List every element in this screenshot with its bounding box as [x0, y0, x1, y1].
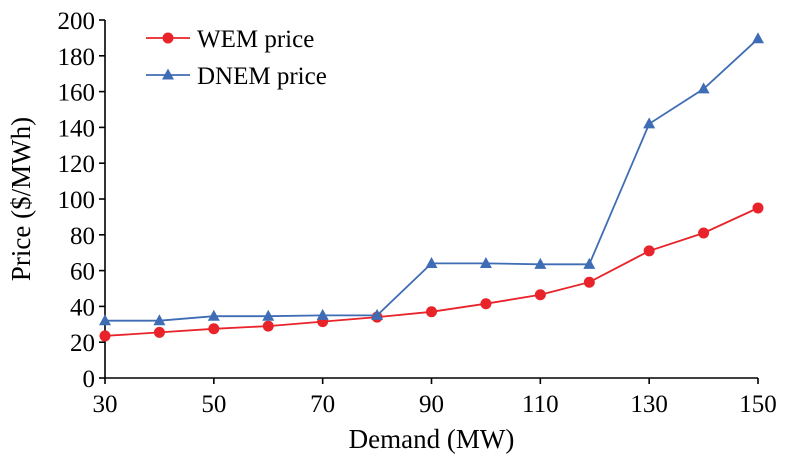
y-tick-label: 120	[58, 151, 96, 178]
x-tick-label: 150	[739, 391, 777, 418]
x-tick-label: 30	[93, 391, 118, 418]
y-tick-label: 20	[70, 330, 95, 357]
y-tick-label: 200	[58, 8, 96, 35]
y-axis-title: Price ($/MWh)	[6, 117, 36, 281]
data-point	[479, 256, 492, 268]
y-tick-label: 60	[70, 259, 95, 286]
data-point	[316, 308, 329, 320]
legend-label: WEM price	[197, 26, 314, 53]
data-point	[534, 289, 546, 301]
tick-group: 0 20 40 60 80 100 120 140 160 180 200 30 50 70 90 110 13…	[58, 8, 777, 418]
data-point	[99, 330, 111, 342]
legend: WEM price DNEM price	[146, 26, 327, 90]
data-point	[697, 82, 710, 94]
data-point	[208, 323, 220, 335]
x-tick-label: 110	[522, 391, 559, 418]
series-2	[99, 32, 764, 326]
data-point	[534, 257, 547, 269]
series-group	[99, 32, 764, 342]
x-tick-label: 70	[310, 391, 335, 418]
y-tick-label: 100	[58, 187, 96, 214]
data-point	[583, 257, 596, 269]
data-point	[752, 32, 764, 44]
data-point	[643, 117, 656, 129]
x-axis-title: Demand (MW)	[349, 424, 515, 454]
series-1	[99, 202, 764, 342]
data-point	[153, 314, 166, 326]
data-point	[698, 227, 710, 239]
legend-label: DNEM price	[197, 63, 327, 90]
x-tick-label: 50	[201, 391, 226, 418]
data-point	[99, 314, 111, 326]
data-point	[207, 309, 220, 321]
legend-marker	[162, 32, 174, 44]
y-tick-label: 140	[58, 115, 96, 142]
legend-item: WEM price	[146, 26, 314, 53]
data-point	[262, 320, 274, 332]
x-tick-label: 90	[419, 391, 444, 418]
x-tick-label: 130	[630, 391, 668, 418]
y-tick-label: 160	[58, 80, 96, 107]
data-point	[153, 326, 165, 338]
y-tick-label: 0	[83, 366, 96, 393]
data-point	[583, 276, 595, 288]
data-point	[752, 202, 764, 214]
y-tick-label: 80	[70, 223, 95, 250]
data-point	[262, 309, 275, 321]
data-point	[480, 298, 492, 310]
legend-item: DNEM price	[146, 63, 327, 90]
y-tick-label: 180	[58, 44, 96, 71]
data-point	[371, 308, 384, 320]
y-tick-label: 40	[70, 294, 95, 321]
data-point	[643, 245, 655, 257]
data-point	[425, 256, 438, 268]
legend-marker	[162, 68, 174, 80]
data-point	[426, 306, 437, 318]
